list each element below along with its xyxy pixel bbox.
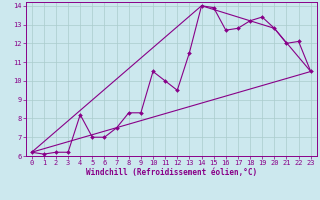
X-axis label: Windchill (Refroidissement éolien,°C): Windchill (Refroidissement éolien,°C)	[86, 168, 257, 177]
